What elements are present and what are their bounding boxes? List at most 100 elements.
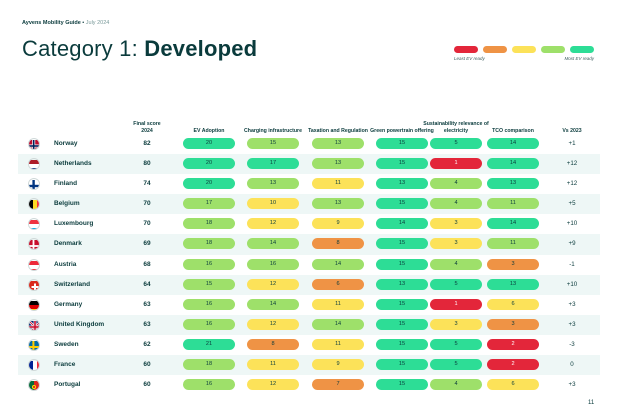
legend-swatch	[454, 46, 478, 53]
taxation-score: 13	[312, 198, 364, 210]
taxation-score: 14	[312, 258, 364, 270]
sustainability-score: 1	[430, 158, 482, 170]
legend-swatch	[483, 46, 507, 53]
country-name: Germany	[54, 300, 83, 308]
sustainability-score: 3	[430, 318, 482, 330]
tco-score: 2	[487, 338, 539, 350]
country-name: Netherlands	[54, 160, 92, 168]
legend-swatch	[570, 46, 594, 53]
vs-2023-change: -1	[569, 260, 575, 268]
country-name: Sweden	[54, 340, 79, 348]
legend-color-scale	[454, 46, 594, 53]
table-row: Austria 68 16 16 14 15 4 3 -1	[18, 255, 600, 275]
green-powertrain-score: 14	[376, 218, 428, 230]
charging-score: 12	[247, 318, 299, 330]
charging-score: 12	[247, 278, 299, 290]
table-row: Luxembourg 70 18 12 9 14 3 14 +10	[18, 214, 600, 234]
taxation-score: 9	[312, 359, 364, 371]
col-vs-2023: Vs 2023	[562, 127, 582, 134]
tco-score: 11	[487, 198, 539, 210]
table-row: Sweden 62 21 8 11 15 5 2 -3	[18, 335, 600, 355]
final-score: 68	[143, 260, 151, 268]
vs-2023-change: 0	[570, 361, 574, 369]
vs-2023-change: +3	[568, 320, 576, 328]
sustainability-score: 3	[430, 238, 482, 250]
col-charging-infrastructure: Charging infrastructure	[244, 127, 302, 134]
norway-flag-icon	[28, 138, 40, 150]
final-score: 63	[143, 300, 151, 308]
taxation-score: 6	[312, 278, 364, 290]
ev-adoption-score: 18	[183, 238, 235, 250]
country-name: Norway	[54, 140, 78, 147]
table-row: Switzerland 64 15 12 6 13 5 13 +10	[18, 274, 600, 295]
country-name: Austria	[54, 260, 77, 268]
col-taxation-regulation: Taxation and Regulation	[308, 127, 368, 134]
taxation-score: 7	[312, 379, 364, 391]
table-row: Denmark 69 18 14 8 15 3 11 +9	[18, 234, 600, 255]
tco-score: 6	[487, 379, 539, 391]
header-date: July 2024	[85, 20, 110, 26]
document-header: Ayvens Mobility Guide • July 2024	[22, 20, 109, 26]
table-body: Norway 82 20 15 13 15 5 14 +1 Netherlands 80 20 17 13…	[18, 134, 600, 395]
green-powertrain-score: 13	[376, 178, 428, 190]
ev-adoption-score: 17	[183, 198, 235, 210]
tco-score: 13	[487, 178, 539, 190]
sustainability-score: 4	[430, 198, 482, 210]
sustainability-score: 4	[430, 379, 482, 391]
table-header: Final score 2024 EV Adoption Charging in…	[18, 112, 600, 134]
brand-name: Ayvens Mobility Guide	[22, 20, 81, 26]
vs-2023-change: +10	[566, 280, 578, 288]
sustainability-score: 3	[430, 218, 482, 230]
vs-2023-change: +1	[568, 140, 576, 147]
belgium-flag-icon	[28, 198, 40, 211]
sustainability-score: 5	[430, 359, 482, 371]
legend-swatch	[512, 46, 536, 53]
vs-2023-change: +10	[566, 220, 578, 228]
uk-flag-icon	[28, 318, 40, 331]
final-score: 62	[143, 340, 151, 348]
vs-2023-change: +3	[568, 300, 576, 308]
header-separator: •	[80, 20, 86, 26]
portugal-flag-icon	[28, 379, 40, 392]
charging-score: 15	[247, 138, 299, 149]
final-score: 74	[143, 180, 151, 188]
final-score: 60	[143, 381, 151, 389]
denmark-flag-icon	[28, 238, 40, 251]
ev-adoption-score: 16	[183, 318, 235, 330]
charging-score: 10	[247, 198, 299, 210]
country-name: Denmark	[54, 240, 82, 248]
tco-score: 14	[487, 218, 539, 230]
green-powertrain-score: 15	[376, 258, 428, 270]
ev-adoption-score: 16	[183, 258, 235, 270]
table-row: Germany 63 16 14 11 15 1 6 +3	[18, 295, 600, 315]
sweden-flag-icon	[28, 338, 40, 351]
legend-least-label: Least EV ready	[454, 56, 485, 61]
charging-score: 12	[247, 379, 299, 391]
vs-2023-change: +9	[568, 240, 576, 248]
tco-score: 6	[487, 298, 539, 310]
taxation-score: 8	[312, 238, 364, 250]
tco-score: 14	[487, 158, 539, 170]
luxembourg-flag-icon	[28, 218, 40, 231]
score-table: Final score 2024 EV Adoption Charging in…	[18, 112, 600, 395]
ev-adoption-score: 18	[183, 218, 235, 230]
table-row: France 60 18 11 9 15 5 2 0	[18, 355, 600, 376]
green-powertrain-score: 15	[376, 158, 428, 170]
legend-swatch	[541, 46, 565, 53]
title-prefix: Category 1:	[22, 36, 145, 61]
taxation-score: 13	[312, 138, 364, 149]
final-score: 70	[143, 220, 151, 228]
vs-2023-change: +3	[568, 381, 576, 389]
page-title: Category 1: Developed	[22, 36, 257, 62]
table-row: Finland 74 20 13 11 13 4 13 +12	[18, 174, 600, 194]
austria-flag-icon	[28, 258, 40, 271]
taxation-score: 11	[312, 298, 364, 310]
sustainability-score: 4	[430, 258, 482, 270]
green-powertrain-score: 15	[376, 379, 428, 391]
taxation-score: 11	[312, 338, 364, 350]
taxation-score: 14	[312, 318, 364, 330]
finland-flag-icon	[28, 178, 40, 191]
country-name: United Kingdom	[54, 320, 105, 328]
tco-score: 3	[487, 318, 539, 330]
final-score: 60	[143, 361, 151, 369]
